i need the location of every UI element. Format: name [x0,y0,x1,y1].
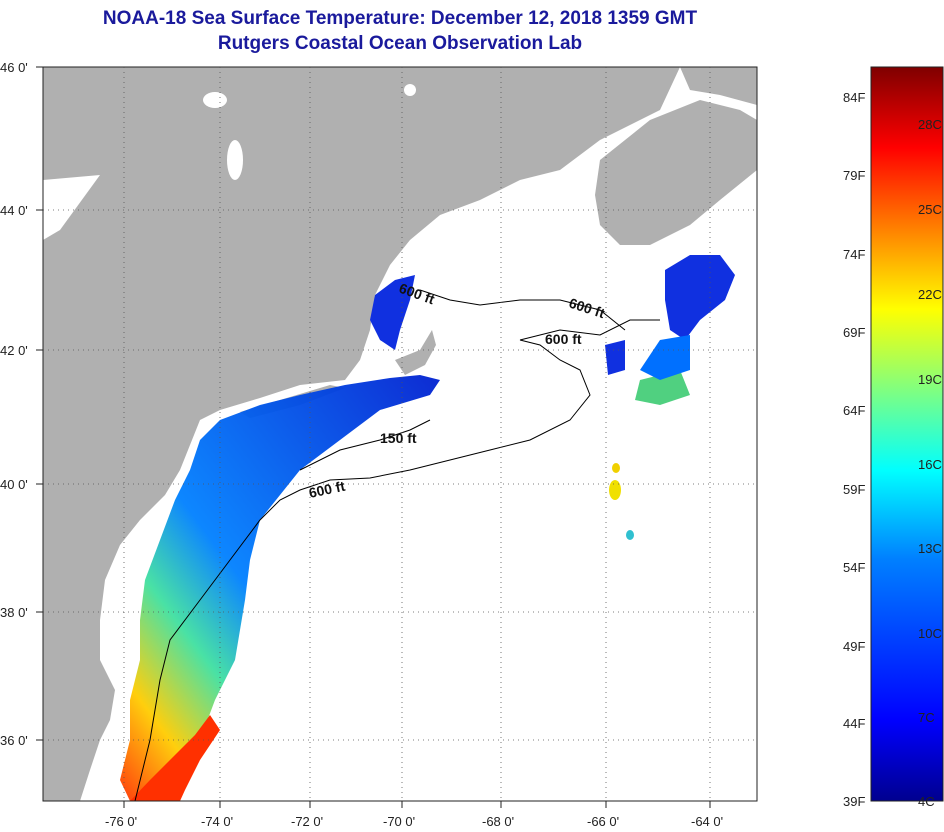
colorbar-c-label: 25C [918,202,942,217]
colorbar-f-label: 39F [843,794,866,809]
colorbar-f-label: 79F [843,168,866,183]
lon-label: -64 0' [691,814,723,829]
sst-gulf-stream [130,715,220,801]
lat-label: 40 0' [0,477,28,492]
lat-label: 44 0' [0,203,28,218]
sst-nova-scotia-shelf [665,255,735,340]
map-title: NOAA-18 Sea Surface Temperature: Decembe… [102,8,698,29]
colorbar-f-label: 44F [843,716,866,731]
lat-label: 38 0' [0,605,28,620]
colorbar [870,66,944,802]
colorbar-c-label: 19C [918,372,942,387]
colorbar-c-label: 4C [918,794,935,809]
graticule [43,67,757,801]
lat-label: 36 0' [0,733,28,748]
land-cape-cod [395,330,436,375]
colorbar-f-label: 59F [843,482,866,497]
colorbar-f-label: 69F [843,325,866,340]
lat-label: 46 0' [0,60,28,75]
colorbar-f-label: 54F [843,560,866,575]
plot-border [42,66,758,802]
land-mainland [43,67,680,801]
colorbar-c-label: 22C [918,287,942,302]
colorbar-f-label: 49F [843,639,866,654]
sst-eastern-shelf [640,335,690,380]
land-nova-scotia [595,100,757,245]
lon-label: -76 0' [105,814,137,829]
colorbar-c-label: 10C [918,626,942,641]
colorbar-c-label: 16C [918,457,942,472]
sst-warm-eddy [626,530,634,540]
contour-label: 600 ft [545,331,582,347]
colorbar-f-label: 74F [843,247,866,262]
bathymetry-contours [134,289,660,801]
map-subtitle: Rutgers Coastal Ocean Observation Lab [217,33,583,54]
lon-label: -74 0' [201,814,233,829]
colorbar-c-label: 13C [918,541,942,556]
lon-label: -66 0' [587,814,619,829]
land-nova-scotia-north [680,67,757,105]
lon-label: -68 0' [482,814,514,829]
inland-lakes [43,84,416,240]
contour-label: 150 ft [380,430,417,446]
colorbar-f-label: 64F [843,403,866,418]
sst-shelf-water [120,375,440,801]
sst-gulf-of-maine [370,275,415,350]
sst-warm-eddy [612,463,620,473]
lat-label: 42 0' [0,343,28,358]
sst-georges-bank-warm [635,370,690,405]
colorbar-c-label: 7C [918,710,935,725]
sst-bay-of-fundy [605,340,625,375]
sst-warm-eddy [609,480,621,500]
lon-label: -72 0' [291,814,323,829]
lon-label: -70 0' [383,814,415,829]
colorbar-c-label: 28C [918,117,942,132]
axis-ticks [36,66,711,808]
contour-label: 600 ft [307,478,346,501]
colorbar-f-label: 84F [843,90,866,105]
